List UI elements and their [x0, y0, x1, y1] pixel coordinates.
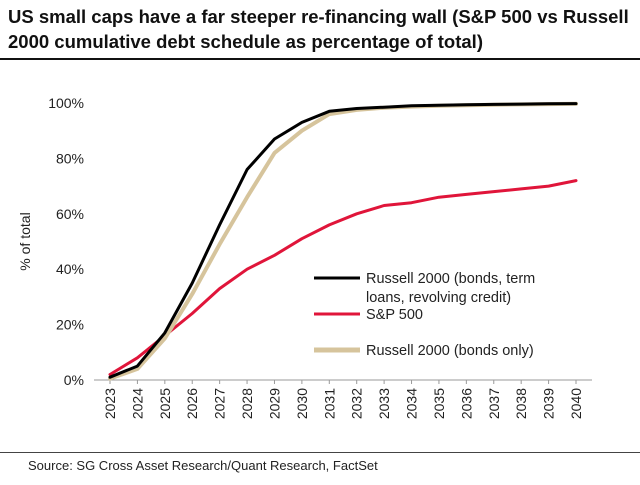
x-tick-label: 2033: [376, 388, 392, 419]
x-tick-label: 2032: [349, 388, 365, 419]
y-tick-label: 20%: [56, 317, 84, 333]
x-tick-label: 2036: [458, 388, 474, 419]
x-tick-label: 2031: [321, 388, 337, 419]
series-layer: [108, 101, 578, 381]
y-tick-label: 40%: [56, 261, 84, 277]
y-tick-label: 60%: [56, 206, 84, 222]
legend-label-0: loans, revolving credit): [366, 290, 511, 306]
x-tick-label: 2034: [404, 388, 420, 419]
x-tick-label: 2038: [513, 388, 529, 419]
chart-title: US small caps have a far steeper re-fina…: [8, 6, 629, 52]
axes: 0% 20% 40% 60% 80% 100% % of total 2023 2024 2025…: [17, 95, 592, 419]
legend-label-1: S&P 500: [366, 307, 423, 323]
y-tick-label: 0%: [64, 372, 84, 388]
chart-area: 0% 20% 40% 60% 80% 100% % of total 2023 2024 2025…: [17, 64, 626, 444]
x-tick-label: 2025: [157, 388, 173, 419]
series-line-0: [108, 102, 578, 379]
x-tick-label: 2035: [431, 388, 447, 419]
y-tick-label: 80%: [56, 150, 84, 166]
source-divider: [0, 452, 640, 453]
title-divider: [0, 58, 640, 60]
x-tick-label: 2027: [212, 388, 228, 419]
series-line-2: [108, 101, 578, 381]
legend: Russell 2000 (bonds, term loans, revolvin…: [314, 271, 535, 359]
x-tick-label: 2029: [266, 388, 282, 419]
y-tick-label: 100%: [48, 95, 84, 111]
source-note: Source: SG Cross Asset Research/Quant Re…: [28, 458, 378, 473]
line-chart: 0% 20% 40% 60% 80% 100% % of total 2023 2024 2025…: [17, 95, 592, 419]
x-tick-label: 2028: [239, 388, 255, 419]
x-tick-label: 2040: [568, 388, 584, 419]
legend-label-0: Russell 2000 (bonds, term: [366, 271, 535, 287]
x-tick-label: 2024: [129, 388, 145, 419]
x-tick-label: 2023: [102, 388, 118, 419]
series-line-1: [108, 179, 578, 376]
x-tick-label: 2026: [184, 388, 200, 419]
x-tick-label: 2039: [541, 388, 557, 419]
y-axis-label: % of total: [18, 212, 33, 270]
x-tick-label: 2030: [294, 388, 310, 419]
x-tick-label: 2037: [486, 388, 502, 419]
legend-label-2: Russell 2000 (bonds only): [366, 343, 534, 359]
